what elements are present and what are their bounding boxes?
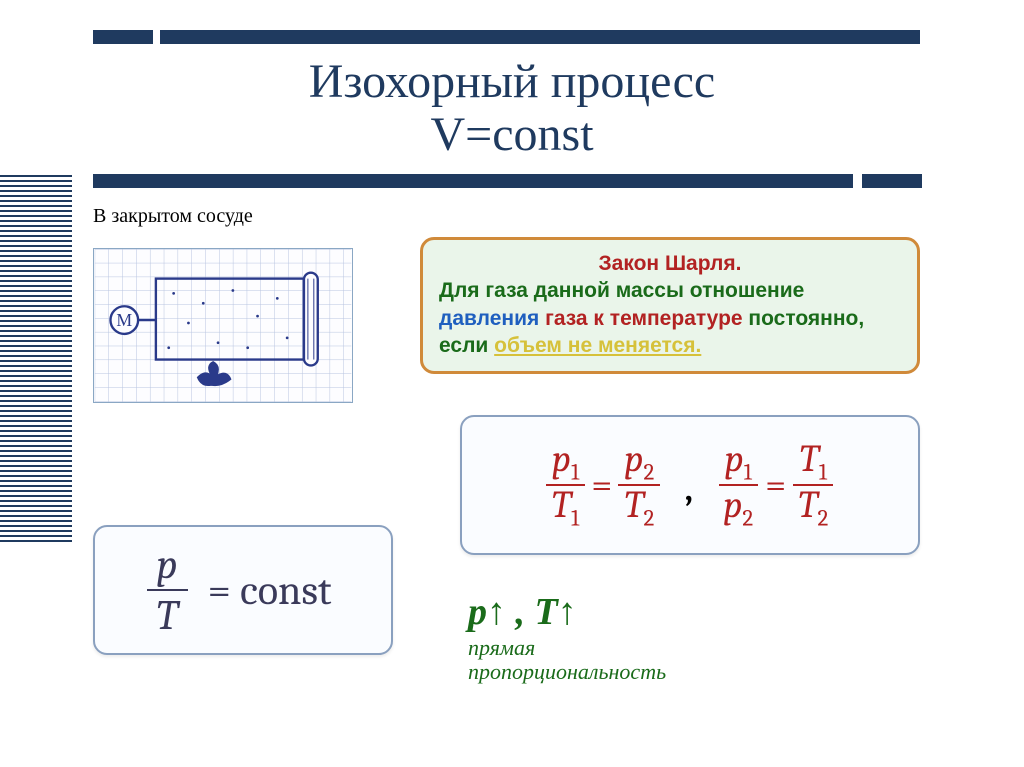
trend-block: p↑ , T↑ прямая пропорциональность [468, 590, 666, 684]
top-bar-accent [93, 30, 153, 44]
law-temperature: температуре [610, 307, 743, 330]
r2ls: 1 [744, 458, 752, 485]
eq1-sign: = [591, 463, 612, 507]
r2rds: 2 [817, 505, 828, 532]
law-box: Закон Шарля. Для газа данной массы отнош… [420, 237, 920, 374]
r2ln: p [725, 437, 744, 481]
r2lds: 2 [742, 505, 753, 532]
law-mid1: газа к [539, 307, 610, 330]
vessel-diagram: М [93, 248, 353, 403]
trend-desc: прямая пропорциональность [468, 636, 666, 684]
r1rn: p [624, 437, 643, 481]
law-text: Для газа данной массы отношение давления… [439, 277, 901, 359]
trend-desc1: прямая [468, 635, 535, 660]
trend-desc2: пропорциональность [468, 659, 666, 684]
page-title: Изохорный процесс V=const [0, 56, 1024, 162]
top-bar-main [160, 30, 920, 44]
subtitle: В закрытом сосуде [93, 205, 253, 228]
title-underline-accent [862, 174, 922, 188]
r2rs: 1 [819, 458, 827, 485]
law-title: Закон Шарля. [439, 250, 901, 277]
r2rn: T [799, 437, 818, 481]
r1rs: 2 [643, 458, 654, 485]
r1ldn: T [552, 483, 571, 527]
law-prefix: Для газа данной массы отношение [439, 279, 804, 302]
svg-text:М: М [116, 310, 132, 330]
r1rdn: T [624, 483, 643, 527]
r2rdn: T [798, 483, 817, 527]
r1ls: 1 [571, 458, 579, 485]
r1ln: p [552, 437, 571, 481]
title-line1: Изохорный процесс [309, 55, 715, 108]
ratio1-left: p1 T1 [546, 440, 585, 531]
title-line2: V=const [430, 108, 593, 161]
ratio2-right: T1 T2 [792, 440, 834, 531]
main-numerator: p [147, 540, 188, 591]
ratio-formula-box: p1 T1 = p2 T2 , p1 p2 = T1 T2 [460, 415, 920, 555]
r1rds: 2 [644, 505, 655, 532]
ratio1-right: p2 T2 [618, 440, 660, 531]
ratio-sep: , [666, 460, 711, 511]
title-underline-main [93, 174, 853, 188]
trend-vars: p↑ , T↑ [468, 590, 666, 634]
main-formula-box: p T = const [93, 525, 393, 655]
r2ldn: p [723, 483, 742, 527]
main-frac: p T [146, 540, 187, 640]
main-rhs: = const [208, 566, 332, 615]
law-pressure: давления [439, 307, 539, 330]
ratio2-left: p1 p2 [717, 440, 759, 531]
side-stripe-decoration [0, 175, 72, 545]
eq2-sign: = [765, 463, 786, 507]
main-denominator: T [146, 591, 187, 640]
law-volume: объем не меняется. [494, 334, 701, 357]
r1lds: 1 [571, 505, 579, 532]
